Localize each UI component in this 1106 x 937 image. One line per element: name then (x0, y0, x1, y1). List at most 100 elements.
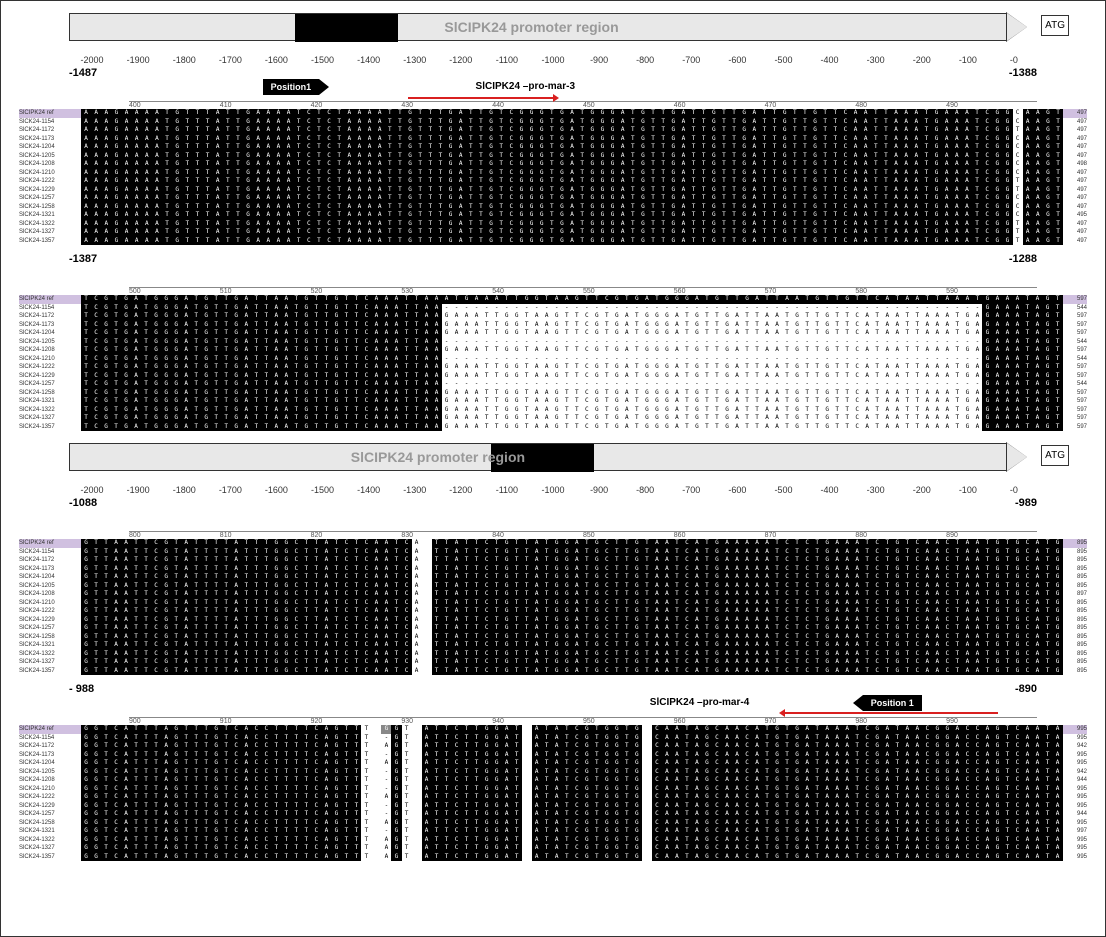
seq-cell: T (442, 590, 452, 599)
seq-cell: A (532, 397, 542, 406)
seq-cell: A (101, 211, 111, 220)
seq-cell: A (572, 582, 582, 591)
seq-cell: A (842, 590, 852, 599)
seq-cell: T (812, 616, 822, 625)
seq-cell: A (375, 169, 385, 178)
seq-cell: G (516, 126, 526, 135)
seq-cell: A (672, 321, 682, 330)
seq-cell: A (742, 658, 752, 667)
seq-cell: A (462, 372, 472, 381)
seq-cell: C (1013, 160, 1023, 169)
seq-cell: T (141, 650, 151, 659)
seq-cell: A (181, 658, 191, 667)
seq-cell: T (1043, 556, 1053, 565)
seq-cell: A (111, 667, 121, 676)
seq-cell: T (719, 135, 729, 144)
sequence-endnum: 497 (1063, 109, 1087, 118)
seq-cell: - (862, 304, 872, 313)
seq-cell: T (201, 624, 211, 633)
seq-cell: T (131, 624, 141, 633)
seq-cell: T (482, 321, 492, 330)
seq-cell: A (281, 295, 291, 304)
seq-cell: T (632, 423, 642, 432)
seq-cell: G (810, 135, 820, 144)
seq-cell: G (446, 220, 456, 229)
seq-cell: G (111, 126, 121, 135)
seq-cell: A (284, 220, 294, 229)
seq-cell: G (587, 152, 597, 161)
seq-cell: G (992, 565, 1002, 574)
seq-cell: A (892, 312, 902, 321)
seq-cell: T (191, 406, 201, 415)
seq-cell: C (151, 565, 161, 574)
seq-cell: T (912, 397, 922, 406)
seq-cell: A (972, 573, 982, 582)
seq-cell: T (472, 633, 482, 642)
seq-cell: A (842, 607, 852, 616)
seq-cell: T (261, 599, 271, 608)
seq-cell: A (253, 126, 263, 135)
scale-tick: -1800 (161, 55, 207, 65)
seq-cell: T (702, 389, 712, 398)
seq-cell: A (882, 414, 892, 423)
seq-cell: - (652, 380, 662, 389)
seq-cell: G (597, 203, 607, 212)
seq-cell: G (642, 414, 652, 423)
seq-cell: G (486, 169, 496, 178)
seq-cell: C (802, 667, 812, 676)
seq-cell: T (476, 220, 486, 229)
seq-cell: - (732, 355, 742, 364)
seq-cell: T (770, 211, 780, 220)
seq-cell: T (872, 406, 882, 415)
seq-cell: G (709, 152, 719, 161)
seq-cell: T (658, 186, 668, 195)
seq-cell: A (131, 414, 141, 423)
seq-cell: T (311, 616, 321, 625)
mini-tick: 890 (946, 532, 1037, 539)
seq-cell: G (1043, 237, 1053, 246)
seq-cell: A (381, 599, 391, 608)
seq-cell: G (281, 650, 291, 659)
seq-cell: A (742, 590, 752, 599)
seq-cell: - (902, 355, 912, 364)
seq-cell: A (456, 109, 466, 118)
seq-cell: A (749, 211, 759, 220)
seq-cell: C (982, 211, 992, 220)
seq-cell: G (231, 372, 241, 381)
sequence-endnum: 897 (1063, 590, 1087, 599)
sequence-label: SlCK24-1172 (19, 312, 81, 321)
seq-cell: C (852, 372, 862, 381)
seq-cell: T (385, 135, 395, 144)
seq-cell: A (652, 641, 662, 650)
seq-cell: A (732, 658, 742, 667)
seq-cell: G (642, 372, 652, 381)
seq-cell: A (375, 203, 385, 212)
seq-cell: G (709, 143, 719, 152)
seq-cell: G (792, 389, 802, 398)
seq-cell: A (273, 126, 283, 135)
seq-cell: G (962, 346, 972, 355)
seq-cell: G (552, 423, 562, 432)
seq-cell: T (192, 237, 202, 246)
sequence-endnum: 497 (1063, 152, 1087, 161)
seq-cell: C (1013, 152, 1023, 161)
seq-cell: - (702, 380, 712, 389)
seq-cell: G (638, 109, 648, 118)
seq-cell: G (822, 363, 832, 372)
seq-cell: T (251, 355, 261, 364)
seq-cell: C (361, 650, 371, 659)
seq-cell: T (251, 397, 261, 406)
seq-cell: T (162, 228, 172, 237)
seq-cell: C (682, 607, 692, 616)
seq-cell: A (932, 389, 942, 398)
seq-cell: T (171, 658, 181, 667)
seq-cell: G (557, 160, 567, 169)
seq-cell: A (942, 372, 952, 381)
sequence-row: TCGTGATGGGATGTTGATTAATGTTGTTCAAATTAA----… (81, 338, 1063, 347)
seq-cell: A (271, 295, 281, 304)
seq-cell: G (1043, 380, 1053, 389)
seq-cell: C (782, 658, 792, 667)
sequence-endnum: 597 (1063, 406, 1087, 415)
sequence-endnum: 895 (1063, 556, 1087, 565)
seq-cell: A (1002, 363, 1012, 372)
